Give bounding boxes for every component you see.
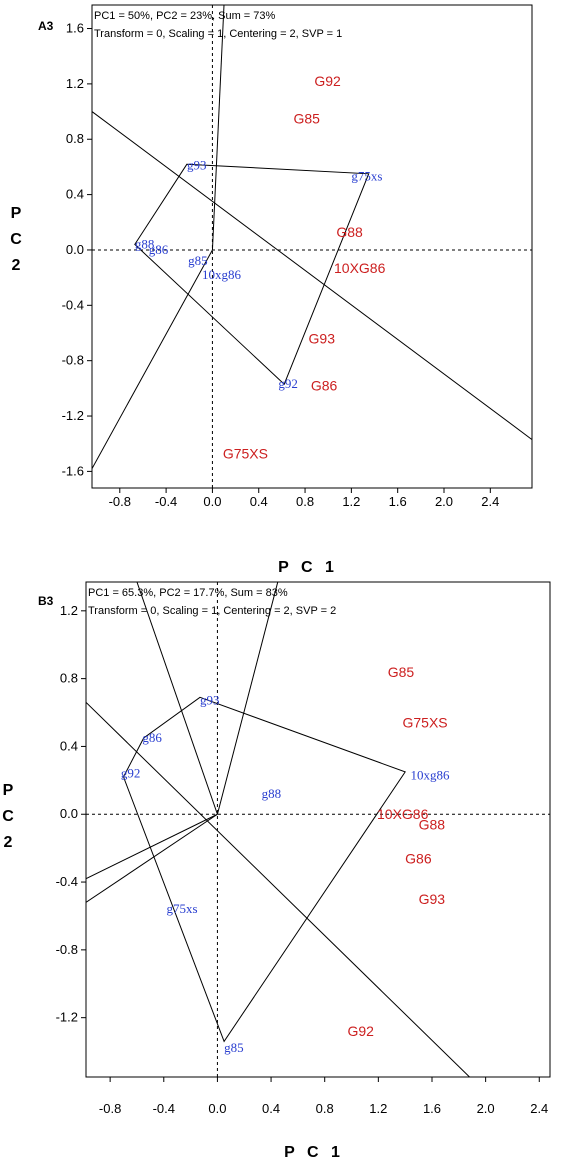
info-text-line: PC1 = 65.3%, PC2 = 17.7%, Sum = 83% [88,587,288,599]
y-tick-label: 1.6 [66,21,84,36]
biplot-panel-a3: -0.8 -0.4 0.0 0.4 0.8 1.2 1.6 2.0 2.4 1.6 1.2 0.8 0.… [10,4,533,576]
x-axis-label: P C 1 [278,559,338,576]
polygon-hull [122,696,406,1043]
info-text-line: PC1 = 50%, PC2 = 23%, Sum = 73% [94,10,276,22]
plot-frame [85,581,551,1078]
x-tick-label: 1.2 [369,1101,387,1116]
tester-label-g75xs: g75xs [166,901,197,916]
ray-line [211,5,225,250]
polygon-hull [134,163,370,386]
entry-label-g93: G93 [419,891,446,907]
tester-label-g88: g88 [262,786,282,801]
y-axis-label-letter: P [3,782,14,799]
tester-label-g75xs: g75xs [351,169,382,184]
tester-label-g85: g85 [188,253,208,268]
tester-label-g92: g92 [278,376,298,391]
info-text-line: Transform = 0, Scaling = 1, Centering = … [88,605,336,617]
y-tick-label: 0.4 [66,187,84,202]
entry-label-g75xs: G75XS [402,715,447,731]
entry-label-g88: G88 [419,816,446,832]
y-tick-label: -1.2 [56,1010,78,1025]
info-text-line: Transform = 0, Scaling = 1, Centering = … [94,28,342,40]
ray-line [136,582,218,815]
entry-label-g85: G85 [388,664,415,680]
x-tick-label: 1.6 [389,494,407,509]
y-tick-label: 0.8 [66,131,84,146]
entry-label-10xg86: 10XG86 [334,260,386,276]
entry-label-10xg86: 10XG86 [377,806,429,822]
x-tick-label: -0.4 [153,1101,175,1116]
y-axis-label-letter: 2 [12,257,21,274]
x-tick-label: 0.8 [296,494,314,509]
x-axis-label: P C 1 [284,1144,344,1161]
y-axis-label-letter: P [11,205,22,222]
plot-area [92,5,532,488]
y-axis-label-letter: C [10,231,22,248]
tester-label-g93: g93 [187,158,207,173]
x-tick-label: 0.8 [316,1101,334,1116]
y-tick-label: -1.2 [62,408,84,423]
y-tick-label: 0.8 [60,671,78,686]
tester-label-g86: g86 [142,730,162,745]
x-tick-label: 2.4 [530,1101,548,1116]
y-tick-label: -0.4 [56,874,78,889]
tester-label-10xg86: 10xg86 [411,767,451,782]
x-tick-label: 0.4 [262,1101,280,1116]
x-tick-label: 2.4 [481,494,499,509]
x-tick-label: 1.2 [342,494,360,509]
y-tick-label: 1.2 [66,76,84,91]
entry-label-g85: G85 [293,110,320,126]
y-tick-label: -0.8 [62,353,84,368]
entry-label-g86: G86 [311,378,338,394]
x-tick-label: -0.8 [109,494,131,509]
x-tick-label: 0.0 [208,1101,226,1116]
x-tick-label: 1.6 [423,1101,441,1116]
tester-label-g86: g86 [149,242,169,257]
y-tick-label: 0.0 [60,806,78,821]
entry-label-g92: G92 [314,73,341,89]
x-tick-label: -0.8 [99,1101,121,1116]
y-tick-label: 0.4 [60,738,78,753]
entry-label-g75xs: G75XS [223,445,268,461]
y-tick-label: -0.8 [56,942,78,957]
entry-label-g86: G86 [405,850,432,866]
entry-label-g88: G88 [336,224,363,240]
tester-label-g88: g88 [135,236,155,251]
entry-label-g92: G92 [348,1023,375,1039]
biplot-panel-b3: -0.8 -0.4 0.0 0.4 0.8 1.2 1.6 2.0 2.4 1.2 0.8 0.4 0.… [2,581,551,1161]
x-tick-label: 0.0 [203,494,221,509]
tester-label-g85: g85 [224,1040,244,1055]
ray-line [216,582,279,815]
plot-frame [91,4,533,489]
tester-label-g92: g92 [121,766,141,781]
x-tick-label: 0.4 [250,494,268,509]
panel-label: B3 [38,594,54,608]
panel-label: A3 [38,19,54,33]
y-tick-label: 0.0 [66,242,84,257]
plot-area [86,582,550,1077]
x-tick-label: -0.4 [155,494,177,509]
tester-label-10xg86: 10xg86 [202,267,242,282]
tester-label-g93: g93 [200,693,220,708]
entry-label-g93: G93 [309,331,336,347]
y-tick-label: -0.4 [62,297,84,312]
x-tick-label: 2.0 [477,1101,495,1116]
y-tick-label: -1.6 [62,463,84,478]
ray-line [86,813,218,903]
y-axis-label-letter: 2 [4,834,13,851]
ray-line [86,702,470,1077]
y-tick-label: 1.2 [60,603,78,618]
ray-line [92,249,213,469]
x-tick-label: 2.0 [435,494,453,509]
ray-line [86,813,218,880]
ray-line [92,111,532,440]
y-axis-label-letter: C [2,808,14,825]
